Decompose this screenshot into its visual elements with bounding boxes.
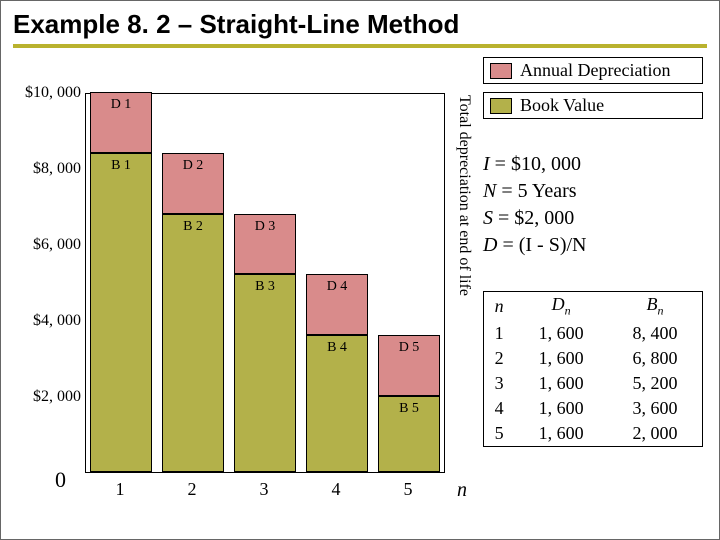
table-row: 51, 6002, 000 <box>484 421 702 446</box>
legend-label-depreciation: Annual Depreciation <box>520 60 670 81</box>
bar-depreciation: D 4 <box>306 274 368 335</box>
bar-depreciation: D 1 <box>90 92 152 153</box>
bar-depreciation: D 2 <box>162 153 224 214</box>
bar-label-dep: D 2 <box>163 158 223 174</box>
legend-label-bookvalue: Book Value <box>520 95 604 116</box>
y-tick-label: $6, 000 <box>15 236 81 254</box>
bar-column: D 4 B 4 <box>306 274 368 472</box>
table-cell: 1, 600 <box>514 396 608 421</box>
bar-label-dep: D 5 <box>379 340 439 356</box>
y-zero: 0 <box>55 467 66 493</box>
table-row: 41, 6003, 600 <box>484 396 702 421</box>
bar-depreciation: D 5 <box>378 335 440 396</box>
bar-label-bv: B 3 <box>235 279 295 295</box>
slide-title: Example 8. 2 – Straight-Line Method <box>1 1 719 44</box>
table-row: 21, 6006, 800 <box>484 346 702 371</box>
table-cell: 1 <box>484 321 514 346</box>
bar-label-dep: D 4 <box>307 279 367 295</box>
vertical-axis-label: Total depreciation at end of life <box>455 95 475 465</box>
bar-label-bv: B 5 <box>379 401 439 417</box>
table-cell: 2 <box>484 346 514 371</box>
bar-column: D 5 B 5 <box>378 335 440 472</box>
x-axis-label: n <box>457 479 467 502</box>
x-tick-label: 4 <box>300 479 372 500</box>
bar-bookvalue: B 3 <box>234 274 296 472</box>
title-divider <box>13 44 707 48</box>
y-tick-label: $10, 000 <box>15 84 81 102</box>
table-cell: 1, 600 <box>514 421 608 446</box>
y-tick-label: $4, 000 <box>15 312 81 330</box>
param-I: I = $10, 000 <box>483 151 703 178</box>
table-cell: 6, 800 <box>608 346 702 371</box>
slide: Example 8. 2 – Straight-Line Method Annu… <box>0 0 720 540</box>
bar-bookvalue: B 5 <box>378 396 440 472</box>
table-cell: 5 <box>484 421 514 446</box>
legend-row-bookvalue: Book Value <box>483 92 703 119</box>
x-tick-label: 2 <box>156 479 228 500</box>
bar-label-dep: D 1 <box>91 97 151 113</box>
y-tick-label: $2, 000 <box>15 388 81 406</box>
param-D: D = (I - S)/N <box>483 232 703 259</box>
y-tick-label: $8, 000 <box>15 160 81 178</box>
col-Dn: Dn <box>514 292 608 321</box>
legend-row-depreciation: Annual Depreciation <box>483 57 703 84</box>
bar-label-bv: B 1 <box>91 158 151 174</box>
param-N: N = 5 Years <box>483 178 703 205</box>
table-cell: 1, 600 <box>514 321 608 346</box>
bar-label-dep: D 3 <box>235 219 295 235</box>
bar-column: D 3 B 3 <box>234 214 296 472</box>
table-row: 31, 6005, 200 <box>484 371 702 396</box>
plot-area: D 1 B 1 D 2 B 2 D 3 B 3 D 4 B 4 D 5 B 5 <box>85 93 445 473</box>
bar-bookvalue: B 2 <box>162 214 224 472</box>
x-tick-label: 1 <box>84 479 156 500</box>
table-cell: 1, 600 <box>514 371 608 396</box>
bar-bookvalue: B 4 <box>306 335 368 472</box>
table-cell: 5, 200 <box>608 371 702 396</box>
swatch-depreciation <box>490 63 512 79</box>
bar-column: D 1 B 1 <box>90 92 152 472</box>
col-Bn: Bn <box>608 292 702 321</box>
chart: D 1 B 1 D 2 B 2 D 3 B 3 D 4 B 4 D 5 B 5 0 n Total… <box>15 89 475 519</box>
table-cell: 1, 600 <box>514 346 608 371</box>
bar-depreciation: D 3 <box>234 214 296 275</box>
bar-label-bv: B 4 <box>307 340 367 356</box>
swatch-bookvalue <box>490 98 512 114</box>
param-S: S = $2, 000 <box>483 205 703 232</box>
x-tick-label: 3 <box>228 479 300 500</box>
table-cell: 8, 400 <box>608 321 702 346</box>
table-cell: 3 <box>484 371 514 396</box>
table-cell: 4 <box>484 396 514 421</box>
table-row: 11, 6008, 400 <box>484 321 702 346</box>
parameters: I = $10, 000 N = 5 Years S = $2, 000 D =… <box>483 151 703 259</box>
bar-bookvalue: B 1 <box>90 153 152 472</box>
bar-column: D 2 B 2 <box>162 153 224 472</box>
table-cell: 2, 000 <box>608 421 702 446</box>
col-n: n <box>484 292 514 321</box>
bar-label-bv: B 2 <box>163 219 223 235</box>
x-tick-label: 5 <box>372 479 444 500</box>
table-cell: 3, 600 <box>608 396 702 421</box>
depreciation-table: n Dn Bn 11, 6008, 40021, 6006, 80031, 60… <box>483 291 703 447</box>
legend: Annual Depreciation Book Value <box>483 57 703 127</box>
table-header-row: n Dn Bn <box>484 292 702 321</box>
